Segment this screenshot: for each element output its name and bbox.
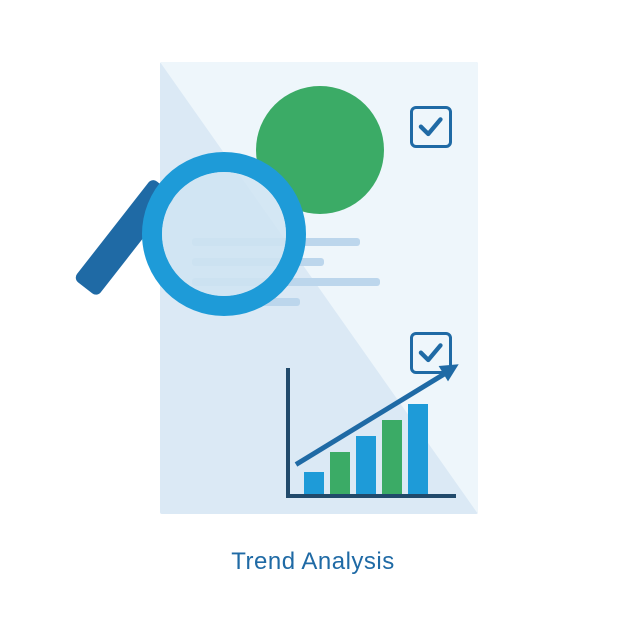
magnifier-lens bbox=[162, 172, 286, 296]
bar-chart-x-axis bbox=[286, 494, 456, 498]
caption-label: Trend Analysis bbox=[0, 548, 626, 576]
bar-chart-y-axis bbox=[286, 368, 290, 498]
bar bbox=[330, 452, 350, 494]
bar bbox=[408, 404, 428, 494]
bar bbox=[304, 472, 324, 494]
bar bbox=[382, 420, 402, 494]
bar-chart bbox=[286, 368, 456, 498]
checkbox bbox=[410, 106, 452, 148]
infographic-stage: Trend Analysis bbox=[0, 0, 626, 626]
bar bbox=[356, 436, 376, 494]
checkmark-icon bbox=[416, 112, 445, 141]
